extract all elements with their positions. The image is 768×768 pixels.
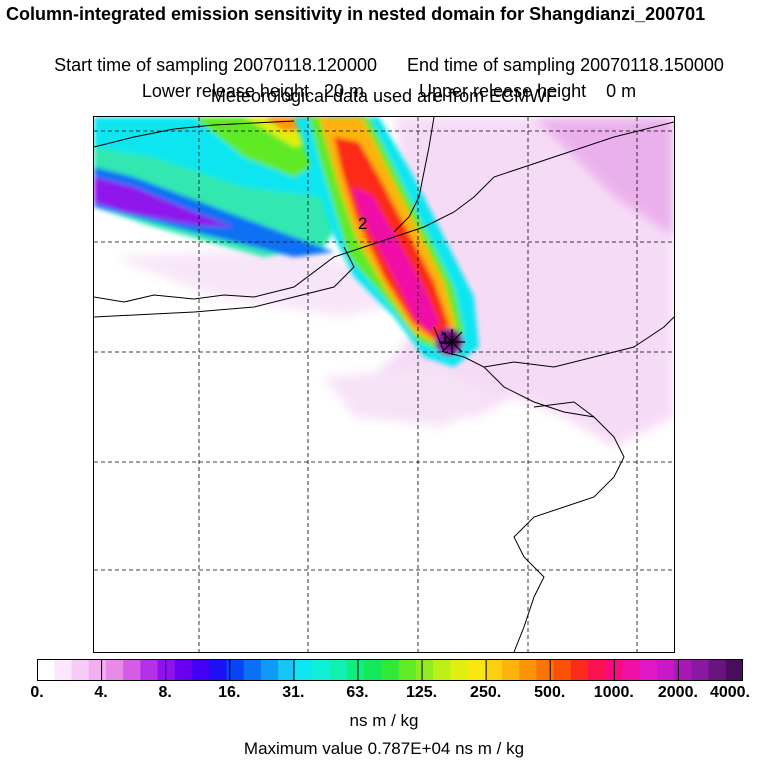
colorbar-swatch (725, 659, 744, 681)
sampling-times: Start time of sampling 20070118.120000 E… (0, 34, 768, 76)
met-data: Meteorological data used are from ECMWF (210, 86, 558, 106)
colorbar-tick-label: 4. (94, 684, 108, 701)
colorbar-swatches (37, 659, 744, 681)
colorbar-swatch (260, 659, 279, 681)
colorbar-swatch (570, 659, 589, 681)
colorbar-swatch (243, 659, 262, 681)
colorbar-swatch (329, 659, 348, 681)
colorbar-border (37, 659, 743, 681)
colorbar-tick-label: 4000. (709, 684, 751, 701)
coastlines (94, 117, 674, 652)
lower-release-height: Lower release height 20 m (141, 81, 364, 101)
marker-label-1: 1 (440, 329, 449, 348)
colorbar-swatch (88, 659, 107, 681)
colorbar-tick-label: 31. (282, 684, 305, 701)
colorbar-swatch (519, 659, 537, 681)
colorbar-tick-label: 16. (218, 684, 241, 701)
colorbar-tick-label: 250. (470, 684, 502, 701)
colorbar-swatch (37, 659, 55, 681)
colorbar-swatch (226, 659, 245, 681)
colorbar-swatch (501, 659, 520, 681)
colorbar-swatch (123, 659, 141, 681)
receptor-marker (439, 329, 465, 355)
colorbar-swatch (656, 659, 675, 681)
graticule (94, 117, 674, 652)
colorbar-swatch (157, 659, 176, 681)
colorbar-swatch (54, 659, 72, 681)
sensitivity-map: 1 2 (94, 117, 674, 652)
colorbar-swatch (708, 659, 727, 681)
colorbar-swatch (312, 659, 331, 681)
colorbar-swatch (536, 659, 555, 681)
colorbar-swatch (639, 659, 658, 681)
colorbar-swatch (484, 659, 503, 681)
colorbar-swatch (398, 659, 417, 681)
colorbar-swatch (105, 659, 124, 681)
colorbar-swatch (381, 659, 400, 681)
release-heights: Lower release height 20 m Upper release … (0, 60, 768, 102)
colorbar-swatch (364, 659, 382, 681)
colorbar-tick-labels: 0. 4. 8. 16. 31. 63. 125. 250. 500. 1000. 2000. 400… (0, 684, 768, 704)
marker-label-2: 2 (358, 214, 367, 233)
colorbar-tick-label: 1000. (593, 684, 634, 701)
colorbar-swatch (174, 659, 193, 681)
maximum-value: Maximum value 0.787E+04 ns m / kg (243, 739, 525, 758)
colorbar-swatch (71, 659, 90, 681)
colorbar-swatch (433, 659, 451, 681)
colorbar-swatch (191, 659, 210, 681)
colorbar-tick-label: 0. (30, 684, 44, 701)
colorbar-swatch (415, 659, 434, 681)
end-time: End time of sampling 20070118.150000 (407, 55, 724, 75)
colorbar-units: ns m / kg (349, 711, 419, 730)
colorbar-swatch (346, 659, 365, 681)
colorbar-tick-label: 63. (346, 684, 369, 701)
colorbar-swatch (588, 659, 606, 681)
main-plume (294, 117, 479, 367)
colorbar-tick-label: 500. (534, 684, 566, 701)
colorbar-swatch (691, 659, 710, 681)
colorbar-swatch (674, 659, 692, 681)
colorbar-swatch (209, 659, 227, 681)
colorbar-swatch (467, 659, 486, 681)
colorbar (37, 659, 744, 686)
colorbar-tick-label: 2000. (657, 684, 698, 701)
colorbar-swatch (553, 659, 572, 681)
colorbar-swatch (278, 659, 296, 681)
title: Column-integrated emission sensitivity i… (6, 4, 706, 24)
colorbar-tick-label: 8. (158, 684, 172, 701)
colorbar-tick-label: 125. (405, 684, 438, 701)
upper-release-height: Upper release height 0 m (419, 81, 637, 101)
colorbar-swatch (295, 659, 314, 681)
low-sensitivity-field (114, 117, 674, 447)
map-panel: 1 2 (93, 116, 675, 653)
start-time: Start time of sampling 20070118.120000 (54, 55, 377, 75)
colorbar-swatch (450, 659, 468, 681)
colorbar-swatch (140, 659, 159, 681)
colorbar-swatch (622, 659, 641, 681)
